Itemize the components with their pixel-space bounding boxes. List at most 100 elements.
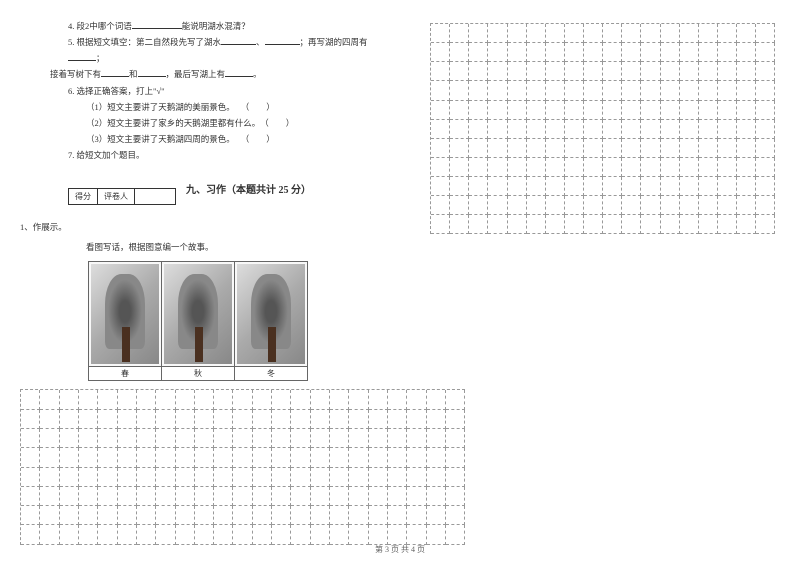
grid-cell[interactable] (508, 81, 527, 100)
grid-cell[interactable] (450, 101, 469, 120)
grid-cell[interactable] (603, 158, 622, 177)
grid-cell[interactable] (450, 215, 469, 234)
grid-cell[interactable] (527, 158, 546, 177)
grid-cell[interactable] (311, 506, 330, 525)
grid-cell[interactable] (427, 506, 446, 525)
grid-cell[interactable] (21, 468, 40, 487)
q6-opt3-paren[interactable]: （ ） (235, 131, 275, 147)
grid-cell[interactable] (508, 215, 527, 234)
grid-cell[interactable] (718, 62, 737, 81)
grid-cell[interactable] (60, 525, 79, 544)
grid-cell[interactable] (195, 506, 214, 525)
q5-blank5[interactable] (138, 67, 166, 77)
grid-cell[interactable] (156, 487, 175, 506)
grid-cell[interactable] (508, 24, 527, 43)
grid-cell[interactable] (508, 101, 527, 120)
grid-cell[interactable] (388, 448, 407, 467)
grid-cell[interactable] (718, 158, 737, 177)
grid-cell[interactable] (137, 487, 156, 506)
grid-cell[interactable] (60, 506, 79, 525)
grid-cell[interactable] (446, 525, 465, 544)
grid-cell[interactable] (233, 429, 252, 448)
grid-cell[interactable] (756, 62, 775, 81)
grid-cell[interactable] (79, 525, 98, 544)
grid-cell[interactable] (311, 429, 330, 448)
grid-cell[interactable] (40, 429, 59, 448)
grid-cell[interactable] (407, 390, 426, 409)
grid-cell[interactable] (508, 158, 527, 177)
score-value-cell[interactable] (135, 189, 175, 204)
grid-cell[interactable] (431, 215, 450, 234)
grid-cell[interactable] (79, 506, 98, 525)
grid-cell[interactable] (680, 81, 699, 100)
grid-cell[interactable] (349, 525, 368, 544)
grid-cell[interactable] (349, 448, 368, 467)
grid-cell[interactable] (622, 24, 641, 43)
grid-cell[interactable] (737, 196, 756, 215)
grid-cell[interactable] (407, 448, 426, 467)
grid-cell[interactable] (737, 215, 756, 234)
grid-cell[interactable] (641, 24, 660, 43)
grid-cell[interactable] (661, 81, 680, 100)
grid-cell[interactable] (603, 139, 622, 158)
grid-cell[interactable] (40, 448, 59, 467)
grid-cell[interactable] (137, 506, 156, 525)
grid-cell[interactable] (527, 196, 546, 215)
grid-cell[interactable] (546, 101, 565, 120)
grid-cell[interactable] (195, 410, 214, 429)
grid-cell[interactable] (118, 410, 137, 429)
grid-cell[interactable] (527, 120, 546, 139)
grid-cell[interactable] (176, 410, 195, 429)
grid-cell[interactable] (718, 215, 737, 234)
grid-cell[interactable] (584, 101, 603, 120)
grid-cell[interactable] (60, 448, 79, 467)
grid-cell[interactable] (699, 24, 718, 43)
grid-cell[interactable] (641, 158, 660, 177)
grid-cell[interactable] (214, 448, 233, 467)
grid-cell[interactable] (565, 81, 584, 100)
grid-cell[interactable] (622, 62, 641, 81)
grid-cell[interactable] (407, 429, 426, 448)
grid-cell[interactable] (137, 390, 156, 409)
grid-cell[interactable] (60, 468, 79, 487)
grid-cell[interactable] (446, 448, 465, 467)
grid-cell[interactable] (450, 24, 469, 43)
grid-cell[interactable] (311, 487, 330, 506)
grid-cell[interactable] (427, 468, 446, 487)
right-writing-grid[interactable] (430, 23, 775, 234)
grid-cell[interactable] (176, 506, 195, 525)
grid-cell[interactable] (756, 43, 775, 62)
grid-cell[interactable] (527, 62, 546, 81)
q5-blank4[interactable] (101, 67, 129, 77)
grid-cell[interactable] (291, 410, 310, 429)
grid-cell[interactable] (584, 215, 603, 234)
grid-cell[interactable] (388, 410, 407, 429)
grid-cell[interactable] (488, 215, 507, 234)
grid-cell[interactable] (469, 177, 488, 196)
grid-cell[interactable] (253, 525, 272, 544)
grid-cell[interactable] (272, 487, 291, 506)
grid-cell[interactable] (156, 506, 175, 525)
grid-cell[interactable] (349, 506, 368, 525)
grid-cell[interactable] (584, 24, 603, 43)
grid-cell[interactable] (369, 525, 388, 544)
grid-cell[interactable] (469, 196, 488, 215)
grid-cell[interactable] (79, 410, 98, 429)
grid-cell[interactable] (680, 139, 699, 158)
grid-cell[interactable] (446, 390, 465, 409)
grid-cell[interactable] (407, 410, 426, 429)
grid-cell[interactable] (195, 429, 214, 448)
grid-cell[interactable] (233, 390, 252, 409)
grid-cell[interactable] (603, 24, 622, 43)
grid-cell[interactable] (98, 525, 117, 544)
grid-cell[interactable] (469, 120, 488, 139)
grid-cell[interactable] (488, 62, 507, 81)
q5-blank2[interactable] (265, 35, 300, 45)
grid-cell[interactable] (79, 468, 98, 487)
grid-cell[interactable] (349, 468, 368, 487)
grid-cell[interactable] (21, 410, 40, 429)
grid-cell[interactable] (176, 448, 195, 467)
grid-cell[interactable] (680, 24, 699, 43)
grid-cell[interactable] (388, 429, 407, 448)
grid-cell[interactable] (527, 24, 546, 43)
